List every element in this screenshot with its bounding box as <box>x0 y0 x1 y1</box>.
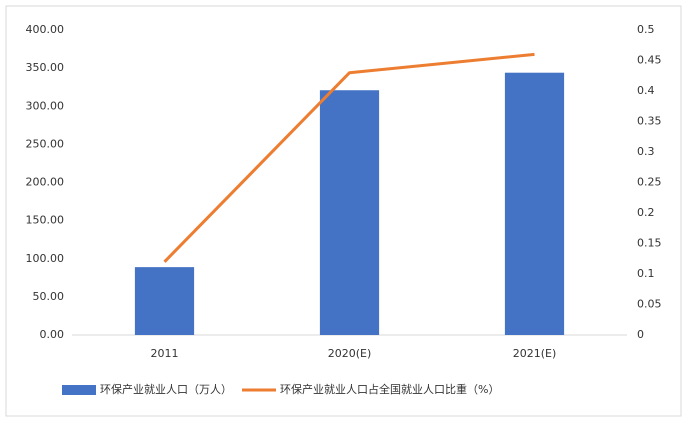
y-tick-label: 350.00 <box>26 61 65 74</box>
legend-swatch <box>62 385 96 395</box>
y2-tick-label: 0.25 <box>637 176 662 189</box>
line <box>163 52 535 263</box>
y-tick-label: 200.00 <box>26 176 65 189</box>
y2-tick-label: 0.5 <box>637 23 655 36</box>
bar <box>319 90 380 335</box>
x-tick-label: 2020(E) <box>328 347 372 360</box>
bar <box>134 267 195 335</box>
y-tick-label: 300.00 <box>26 99 65 112</box>
y2-tick-label: 0.3 <box>637 145 655 158</box>
legend-label: 环保产业就业人口（万人） <box>100 382 232 396</box>
y-tick-label: 50.00 <box>33 290 65 303</box>
y2-tick-label: 0.15 <box>637 237 662 250</box>
y-tick-label: 250.00 <box>26 137 65 150</box>
x-tick-label: 2021(E) <box>513 347 557 360</box>
y-tick-label: 400.00 <box>26 23 65 36</box>
y2-tick-label: 0.35 <box>637 115 662 128</box>
legend-label: 环保产业就业人口占全国就业人口比重（%） <box>280 382 499 396</box>
y-tick-label: 0.00 <box>40 328 65 341</box>
y-tick-label: 100.00 <box>26 252 65 265</box>
y2-tick-label: 0 <box>637 328 644 341</box>
y2-tick-label: 0.05 <box>637 298 662 311</box>
y2-tick-label: 0.4 <box>637 84 655 97</box>
bar <box>504 72 565 335</box>
y2-tick-label: 0.2 <box>637 206 655 219</box>
y2-tick-label: 0.45 <box>637 54 662 67</box>
y2-tick-label: 0.1 <box>637 267 655 280</box>
y-tick-label: 150.00 <box>26 214 65 227</box>
x-tick-label: 2011 <box>151 347 179 360</box>
